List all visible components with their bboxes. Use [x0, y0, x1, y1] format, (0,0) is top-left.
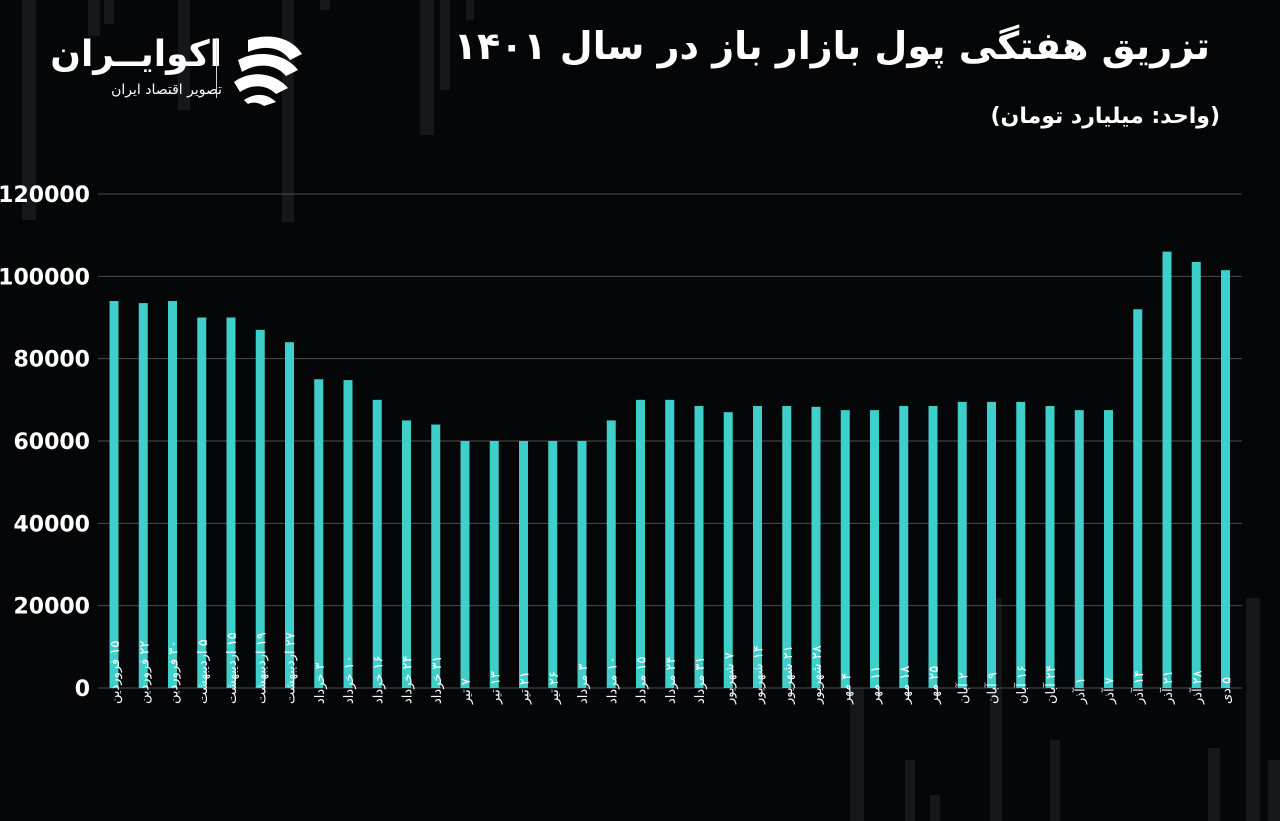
x-tick-label: ۱۰ خرداد [342, 656, 357, 705]
bar [1016, 401, 1026, 688]
x-tick-label: ۲۲ فروردین [137, 641, 152, 704]
x-tick-label: ۱ آذر [1071, 677, 1088, 705]
x-tick-label: ۷ شهریور [722, 652, 737, 705]
x-tick-label: ۱۵ مرداد [635, 657, 650, 704]
bar [1162, 251, 1172, 688]
bar [343, 380, 353, 688]
bar [928, 406, 938, 688]
bar [1133, 309, 1143, 688]
bar [987, 401, 996, 688]
bar [548, 441, 558, 688]
x-tick-label: ۲۱ آذر [1159, 670, 1176, 705]
x-tick-label: ۲۱ شهریور [781, 645, 796, 705]
x-tick-label: ۱۵ فروردین [108, 641, 123, 704]
bar [1045, 406, 1055, 688]
unit-label: (واحد: میلیارد تومان) [990, 104, 1221, 129]
y-tick-label: 40000 [13, 512, 90, 537]
bar [723, 412, 733, 688]
y-tick-label: 60000 [13, 430, 90, 455]
x-tick-label: ۲۱ تیر [518, 671, 533, 705]
x-tick-label: ۱۴ آذر [1130, 670, 1147, 705]
x-tick-label: ۱۱ مهر [869, 666, 884, 705]
x-tick-label: ۲۵ مهر [927, 666, 942, 705]
x-tick-label: ۴ مهر [839, 673, 854, 705]
x-tick-label: ۱۹ اردیبهشت [254, 632, 269, 704]
bars [109, 251, 1230, 688]
brand-name: اکوایــران [50, 34, 222, 75]
x-tick-label: ۲ آبان [954, 672, 971, 704]
x-tick-label: ۱۶ خرداد [371, 656, 386, 705]
ecoiran-logo-icon [234, 36, 302, 106]
x-tick-label: ۵ دی [1220, 677, 1235, 704]
bar [1191, 261, 1201, 688]
bar [138, 303, 148, 688]
x-tick-label: ۳۰ فروردین [167, 641, 182, 704]
x-tick-label: ۳۱ مرداد [693, 657, 708, 704]
bar [636, 399, 645, 688]
bar [606, 420, 616, 688]
x-tick-label: ۱۳ تیر [488, 671, 503, 705]
y-tick-label: 0 [75, 677, 90, 702]
bar [460, 441, 470, 688]
y-tick-label: 100000 [0, 265, 90, 290]
bar [870, 410, 879, 688]
y-tick-label: 120000 [0, 183, 90, 208]
x-tick-label: ۵ اردیبهشت [196, 639, 211, 704]
bar [489, 441, 499, 688]
logo-divider [216, 38, 217, 98]
x-tick-label: ۱۶ آبان [1013, 665, 1030, 704]
bar [109, 301, 119, 688]
x-tick-label: ۹ آبان [984, 672, 1001, 704]
y-tick-label: 20000 [13, 595, 90, 620]
x-tick-label: ۲۴ آبان [1042, 665, 1059, 704]
x-tick-label: ۱۸ مهر [898, 666, 913, 705]
bar [782, 406, 792, 688]
x-tick-label: ۷ تیر [459, 678, 474, 705]
y-tick-label: 80000 [13, 348, 90, 373]
chart-title: تزریق هفتگی پول بازار باز در سال ۱۴۰۱ [453, 24, 1210, 68]
bar [402, 420, 411, 688]
bar [665, 399, 675, 688]
x-tick-labels: ۱۵ فروردین ۲۲ فروردین ۳۰ فروردین ۵ اردیبهشت… [108, 632, 1235, 705]
bar [899, 406, 909, 688]
bar [1221, 270, 1230, 688]
bar [577, 441, 587, 688]
bar [314, 379, 324, 688]
x-tick-label: ۲۷ اردیبهشت [284, 632, 299, 704]
y-tick-labels: 0 20000 40000 60000 80000 100000 120000 [0, 183, 90, 702]
bar [168, 301, 177, 688]
x-tick-label: ۳ خرداد [313, 662, 328, 704]
bar [1104, 410, 1113, 688]
bar [285, 342, 294, 688]
x-tick-label: ۲۴ خرداد [401, 655, 416, 704]
bar [255, 329, 265, 688]
x-tick-label: ۷ آذر [1101, 677, 1118, 705]
bar [694, 406, 704, 688]
x-tick-label: ۳۱ خرداد [430, 656, 445, 705]
x-tick-label: ۲۸ شهریور [810, 645, 825, 705]
x-tick-label: ۲۴ مرداد [664, 657, 679, 704]
x-tick-label: ۲۸ آذر [1188, 670, 1205, 705]
brand-tagline: تصویر اقتصاد ایران [111, 82, 222, 98]
bar [372, 399, 382, 688]
bar [226, 317, 236, 688]
x-tick-label: ۱۵ اردیبهشت [225, 632, 240, 704]
bar [957, 401, 967, 688]
bar [811, 406, 821, 688]
bar [840, 410, 850, 688]
x-tick-label: ۱۰ مرداد [605, 657, 620, 704]
x-tick-label: ۱۴ شهریور [752, 645, 767, 705]
x-tick-label: ۲۶ تیر [547, 671, 562, 705]
x-tick-label: ۳ مرداد [576, 664, 591, 704]
bar [753, 406, 762, 688]
bar [197, 317, 207, 688]
brand-logo: اکوایــران تصویر اقتصاد ایران [48, 30, 318, 110]
bar [1074, 410, 1084, 688]
bar [431, 424, 441, 688]
bar [519, 441, 528, 688]
